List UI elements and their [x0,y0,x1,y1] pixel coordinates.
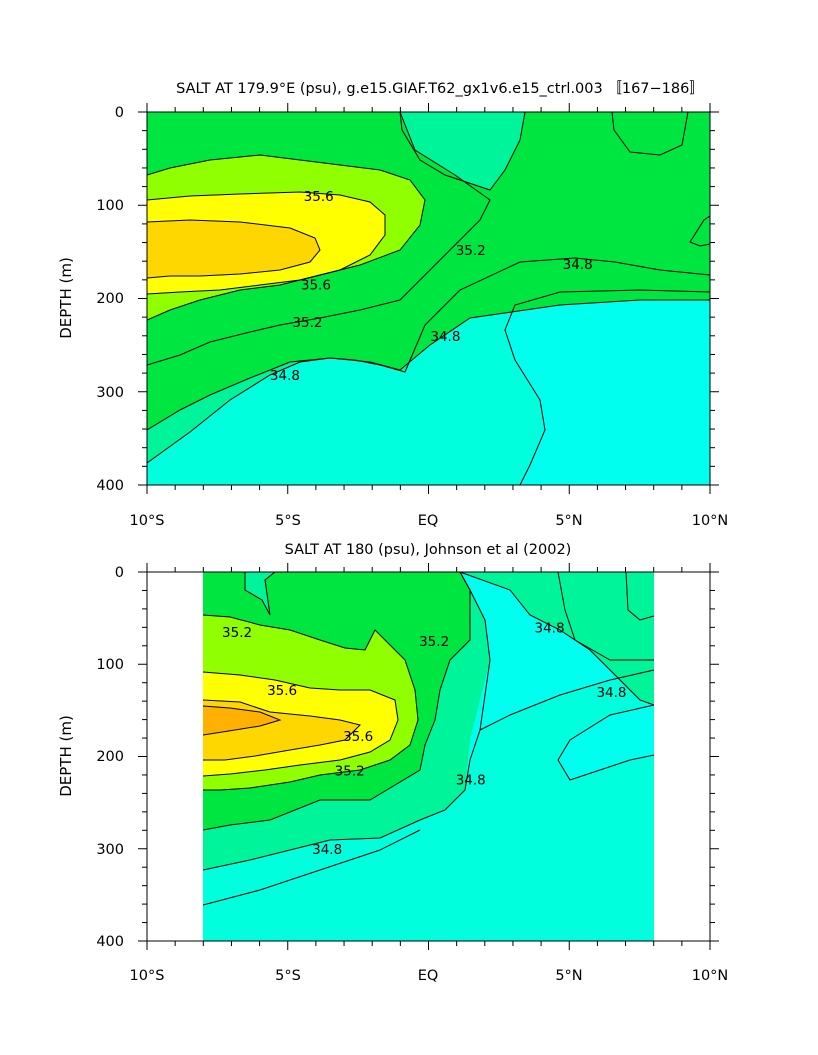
contour-labels-observations: 35.2 35.6 35.6 35.2 34.8 35.2 34.8 34.8 34.8 [222,620,626,858]
contour-label: 35.2 [419,634,449,650]
contour-label: 34.8 [563,257,593,273]
fill-level-35-8 [203,706,280,735]
fill-level-35-8 [147,220,320,278]
contour-lines-model [147,112,710,485]
ytick-label: 400 [96,934,124,950]
xtick-label: 5°S [275,513,301,529]
contour-label: 34.8 [456,773,486,789]
xtick-label: 10°S [130,968,165,984]
contour-label: 35.6 [304,189,334,205]
ytick-label: 400 [96,478,124,494]
contour-lines-observations [203,572,654,906]
contour-label: 35.2 [456,243,486,259]
contour-label: 35.2 [292,315,322,331]
chart-title-observations: SALT AT 180 (psu), Johnson et al (2002) [285,542,572,558]
panel-model: SALT AT 179.9°E (psu), g.e15.GIAF.T62_gx… [57,80,728,529]
xtick-label: 5°N [555,968,582,984]
contour-line [203,705,282,736]
contour-fills-observations [203,572,654,941]
xtick-label: 10°N [692,968,729,984]
ytick-label: 200 [96,291,124,307]
contour-line [203,614,419,791]
ytick-label: 300 [96,385,124,401]
contour-line [244,572,276,616]
panel-observations: SALT AT 180 (psu), Johnson et al (2002) [57,542,728,984]
contour-line [147,299,710,431]
ytick-label: 200 [96,749,124,765]
contour-line [203,572,471,831]
xtick-label: 10°S [130,513,165,529]
axis-ticks-observations [138,563,719,950]
contour-label: 34.8 [430,329,460,345]
contour-labels-model: 35.6 35.6 35.2 34.8 34.8 35.2 34.8 [270,189,593,384]
xtick-label: 5°N [555,513,582,529]
contour-label: 34.8 [596,685,626,701]
contour-line [203,572,491,871]
axis-ticks-model [138,103,719,494]
xtick-label: 5°S [275,968,301,984]
contour-fills-model [147,112,710,485]
contour-line [147,191,386,295]
contour-line [203,671,399,777]
contour-label: 34.8 [535,620,565,636]
contour-label: 35.6 [267,683,297,699]
xtick-label: 10°N [692,513,729,529]
contour-line [203,829,421,906]
fill-level-35-2-tongue [690,216,710,246]
contour-line [147,257,710,464]
contour-line [147,219,321,279]
contour-line [689,215,710,247]
chart-title-model: SALT AT 179.9°E (psu), g.e15.GIAF.T62_gx… [176,80,704,97]
contour-label: 35.6 [343,729,373,745]
ytick-label: 0 [115,105,124,121]
contour-label: 35.6 [301,278,331,294]
contour-line [557,704,654,781]
y-axis-label-observations: DEPTH (m) [57,715,75,797]
contour-line [611,112,689,156]
xtick-label: EQ [418,513,439,529]
contour-label: 34.8 [312,842,342,858]
contour-line [479,669,654,731]
xtick-label: EQ [418,968,439,984]
contour-line [203,699,361,761]
contour-line [399,112,526,191]
ytick-label: 100 [96,198,124,214]
y-axis-label-model: DEPTH (m) [57,257,75,339]
contour-line [147,154,426,321]
contour-line [147,112,491,366]
contour-line [504,289,710,485]
contour-line [625,572,654,621]
ytick-label: 0 [115,565,124,581]
contour-line [557,572,654,661]
fill-level-34-6-34-8 [203,572,654,941]
ytick-label: 300 [96,842,124,858]
contour-label: 35.2 [335,763,365,779]
contour-label: 35.2 [222,625,252,641]
contour-label: 34.8 [270,368,300,384]
ytick-label: 100 [96,657,124,673]
fill-level-below-34-6 [505,290,710,485]
